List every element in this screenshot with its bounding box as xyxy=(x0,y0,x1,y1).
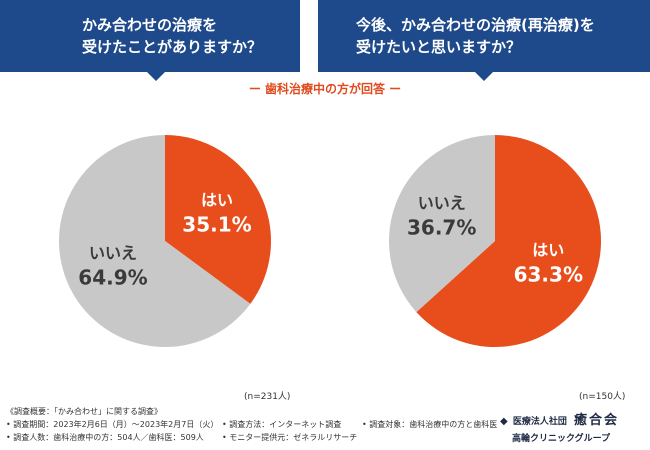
pie-1-value-0: 63.3% xyxy=(514,263,583,287)
pie-0-value-0: 35.1% xyxy=(182,213,251,237)
pie-1-label-1: いいえ xyxy=(418,193,466,212)
clinic-group-name: 高輪クリニックグループ xyxy=(512,434,611,444)
pie-1-slice-1 xyxy=(389,135,495,313)
question-left-line1: かみ合わせの治療を xyxy=(82,16,218,34)
survey-method: • 調査方法：インターネット調査 xyxy=(222,420,342,429)
pie-0-label-1: いいえ xyxy=(89,243,137,262)
survey-footer: 《調査概要：「かみ合わせ」に関する調査》 • 調査期間：2023年2月6日（月）… xyxy=(0,404,650,450)
question-right-banner: 今後、かみ合わせの治療(再治療)を 受けたいと思いますか？ xyxy=(318,0,650,72)
clinic-org-type: 医療法人社団 xyxy=(512,417,567,427)
clinic-name: 癒合会 xyxy=(574,413,620,428)
survey-respondents: • 調査人数：歯科治療中の方：504人／歯科医：509人 xyxy=(6,433,204,442)
respondent-subtitle: ー 歯科治療中の方が回答 ー xyxy=(248,82,402,96)
pie-chart-right: はい 63.3% いいえ 36.7% xyxy=(389,135,602,347)
sample-size-left: (n=231人) xyxy=(244,392,291,402)
question-right-line2: 受けたいと思いますか？ xyxy=(356,38,522,56)
pie-chart-left: はい 35.1% いいえ 64.9% xyxy=(58,135,271,347)
question-left-line2: 受けたことがありますか？ xyxy=(82,38,263,56)
pie-1-label-0: はい xyxy=(532,241,564,260)
question-left-pointer xyxy=(147,72,165,81)
pie-1-slice-0 xyxy=(416,135,602,347)
survey-period: • 調査期間：2023年2月6日（月）～2023年2月7日（火） xyxy=(6,420,219,429)
pie-0-label-0: はい xyxy=(201,191,233,210)
pie-0-slice-1 xyxy=(58,135,251,347)
pie-1-value-1: 36.7% xyxy=(407,215,476,239)
question-right-pointer xyxy=(475,72,493,81)
question-left-banner: かみ合わせの治療を 受けたことがありますか？ xyxy=(0,0,300,72)
clinic-logo-top: ◆ 医療法人社団 癒合会 xyxy=(500,409,646,428)
pie-0-slice-0 xyxy=(165,135,271,304)
survey-title: 《調査概要：「かみ合わせ」に関する調査》 xyxy=(6,407,162,416)
survey-target: • 調査対象：歯科治療中の方と歯科医 xyxy=(362,420,498,429)
survey-provider: • モニター提供元：ゼネラルリサーチ xyxy=(222,433,358,442)
clinic-logo: ◆ 医療法人社団 癒合会 高輪クリニックグループ xyxy=(500,409,646,447)
pie-0-value-1: 64.9% xyxy=(78,265,147,289)
question-right-line1: 今後、かみ合わせの治療(再治療)を xyxy=(356,16,595,34)
tooth-logo-icon: ◆ xyxy=(500,416,508,427)
sample-size-right: (n=150人) xyxy=(579,392,626,402)
